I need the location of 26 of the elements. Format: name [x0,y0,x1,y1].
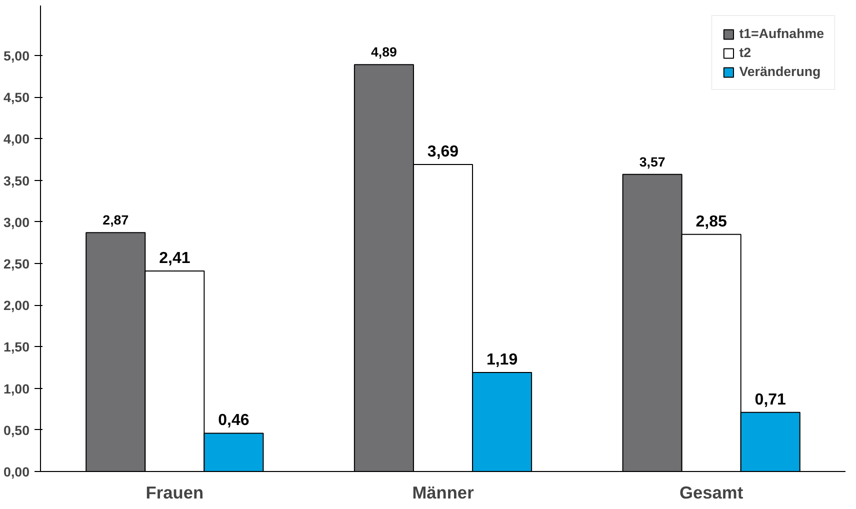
y-tick-label: 3,50 [4,173,30,188]
legend-label: Veränderung [739,64,821,79]
y-tick-label: 1,00 [4,381,30,396]
data-label: 2,41 [159,250,190,267]
data-label: 1,19 [486,351,518,368]
y-tick-label: 1,50 [4,340,30,355]
y-tick-label: 2,00 [4,298,30,314]
y-tick-label: 0,50 [4,422,30,438]
y-tick-label: 4,00 [4,132,30,147]
y-tick-label: 5,00 [4,48,30,64]
y-tick-label: 3,00 [4,214,30,230]
x-tick-label: Männer [412,482,474,502]
legend-label: t1=Aufnahme [739,26,824,41]
y-tick-label: 0,00 [4,464,30,480]
data-label: 3,69 [427,143,459,160]
legend-label: t2 [739,45,752,60]
data-label: 4,89 [370,44,397,60]
y-tick-label: 2,50 [4,256,30,272]
data-label: 2,87 [102,212,129,228]
y-tick-label: 4,50 [4,90,30,106]
data-label: 0,46 [218,412,250,430]
x-tick-label: Gesamt [680,482,744,502]
data-label: 0,71 [754,391,786,408]
x-tick-label: Frauen [146,482,204,502]
data-label: 2,85 [696,213,728,230]
data-label: 3,57 [639,154,666,170]
